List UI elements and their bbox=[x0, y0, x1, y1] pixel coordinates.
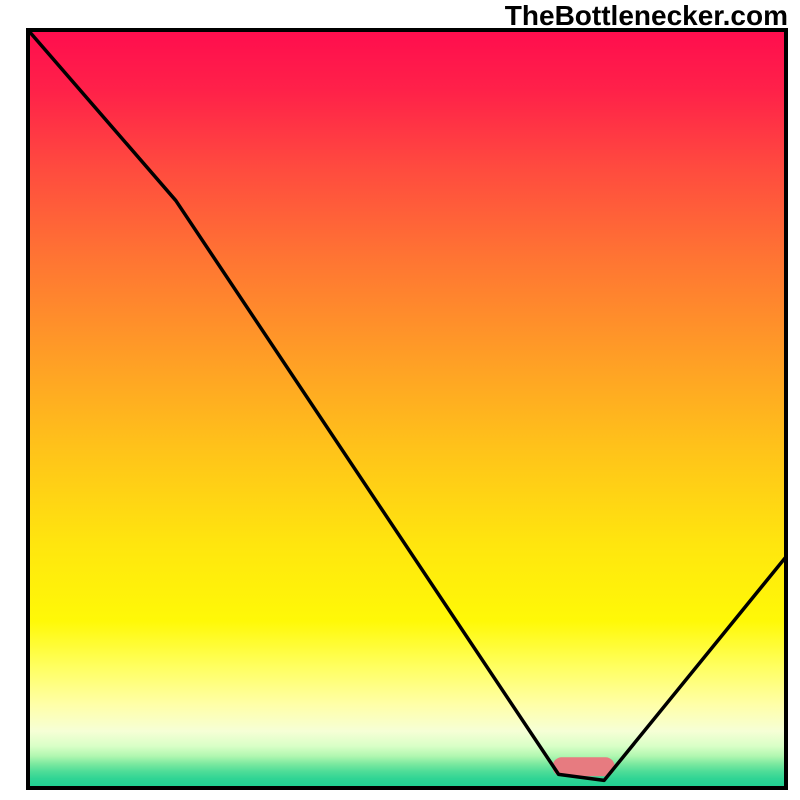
chart-svg bbox=[0, 0, 800, 800]
gradient-background bbox=[28, 30, 786, 788]
chart-container: TheBottlenecker.com bbox=[0, 0, 800, 800]
